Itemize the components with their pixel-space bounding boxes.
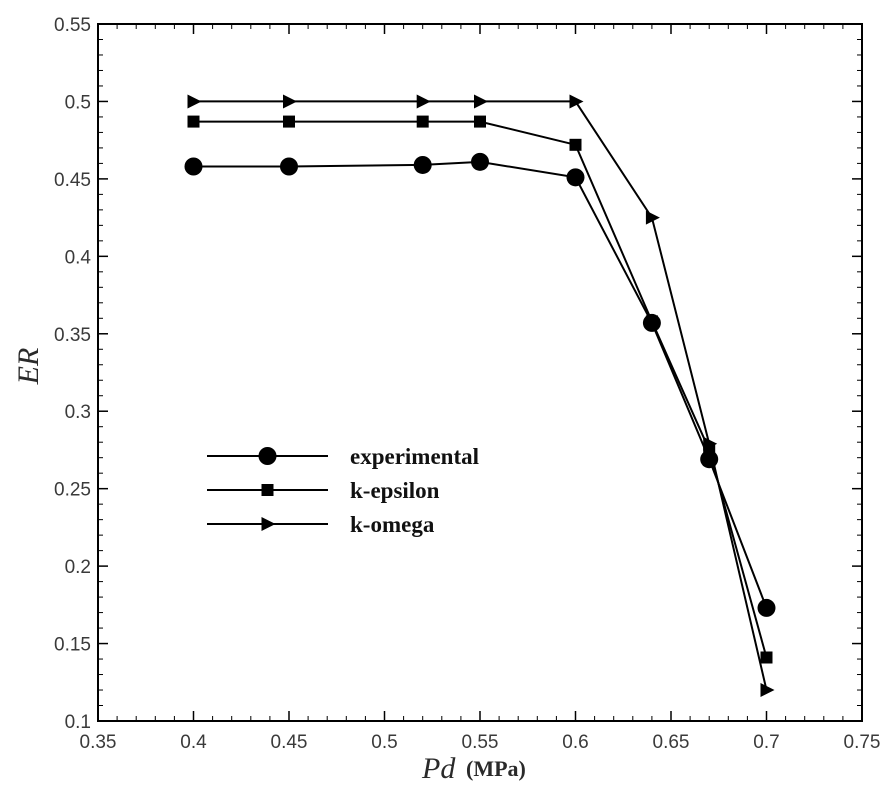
legend-label: k-epsilon [350, 478, 440, 503]
legend-marker [261, 517, 276, 531]
x-tick-label: 0.6 [562, 732, 588, 753]
legend-marker [258, 447, 277, 465]
series-k-omega [187, 94, 775, 698]
series-line-k-epsilon [193, 120, 768, 658]
x-tick-label: 0.5 [371, 732, 397, 753]
data-point-k-omega [703, 436, 718, 451]
data-point-k-omega [760, 683, 775, 698]
data-point-k-omega [283, 94, 297, 109]
y-tick-label: 0.1 [65, 712, 91, 733]
x-axis-title: Pd [421, 752, 456, 785]
series-experimental [184, 152, 776, 617]
data-point-k-omega [416, 94, 431, 109]
series-k-epsilon [187, 115, 773, 664]
data-point-experimental [566, 168, 585, 187]
series-line-k-omega [193, 100, 768, 691]
y-tick-label: 0.3 [65, 402, 91, 423]
y-tick-label: 0.2 [65, 557, 91, 578]
legend-item-experimental: experimental [207, 444, 479, 469]
data-point-experimental [413, 155, 432, 174]
data-point-experimental [280, 157, 298, 176]
data-point-k-epsilon [474, 115, 486, 128]
x-tick-label: 0.45 [271, 732, 308, 753]
legend-marker [261, 484, 274, 496]
y-tick-label: 0.25 [54, 480, 91, 501]
data-point-experimental [184, 157, 203, 176]
data-point-k-omega [187, 94, 202, 109]
data-point-experimental [757, 598, 776, 617]
legend-label: k-omega [350, 512, 435, 537]
x-tick-label: 0.55 [462, 732, 499, 753]
x-tick-label: 0.65 [653, 732, 690, 753]
data-point-k-epsilon [569, 138, 582, 151]
x-tick-label: 0.4 [180, 732, 207, 753]
x-tick-label: 0.7 [753, 732, 779, 753]
data-point-k-epsilon [645, 315, 658, 328]
data-point-k-omega [569, 94, 584, 109]
legend-item-k-omega: k-omega [207, 512, 435, 537]
x-tick-label: 0.75 [844, 732, 881, 753]
y-tick-label: 0.35 [54, 325, 91, 346]
data-point-k-omega [645, 210, 660, 225]
data-point-k-omega [474, 94, 488, 109]
y-tick-label: 0.55 [54, 15, 91, 36]
data-point-k-epsilon [283, 115, 295, 128]
legend-item-k-epsilon: k-epsilon [207, 478, 440, 503]
x-tick-label: 0.35 [80, 732, 117, 753]
series-layer [184, 94, 776, 698]
data-point-k-epsilon [416, 115, 429, 128]
data-point-k-epsilon [187, 115, 200, 128]
axis-ticks [97, 23, 863, 722]
series-line-experimental [193, 160, 768, 609]
y-tick-label: 0.5 [65, 92, 91, 113]
data-point-experimental [471, 152, 489, 171]
x-axis-unit: (MPa) [466, 756, 526, 781]
tick-labels: 0.35 0.4 0.45 0.5 0.55 0.6 0.65 0.7 0.75 0.1 0.15 0… [54, 15, 880, 753]
plot-frame [97, 23, 863, 722]
y-tick-label: 0.4 [65, 247, 92, 268]
y-axis-title: ER [12, 348, 45, 386]
data-point-k-epsilon [760, 651, 773, 664]
legend: experimental k-epsilon k-omega [207, 444, 479, 537]
y-tick-label: 0.15 [54, 635, 91, 656]
y-tick-label: 0.45 [54, 170, 91, 191]
legend-label: experimental [350, 444, 479, 469]
